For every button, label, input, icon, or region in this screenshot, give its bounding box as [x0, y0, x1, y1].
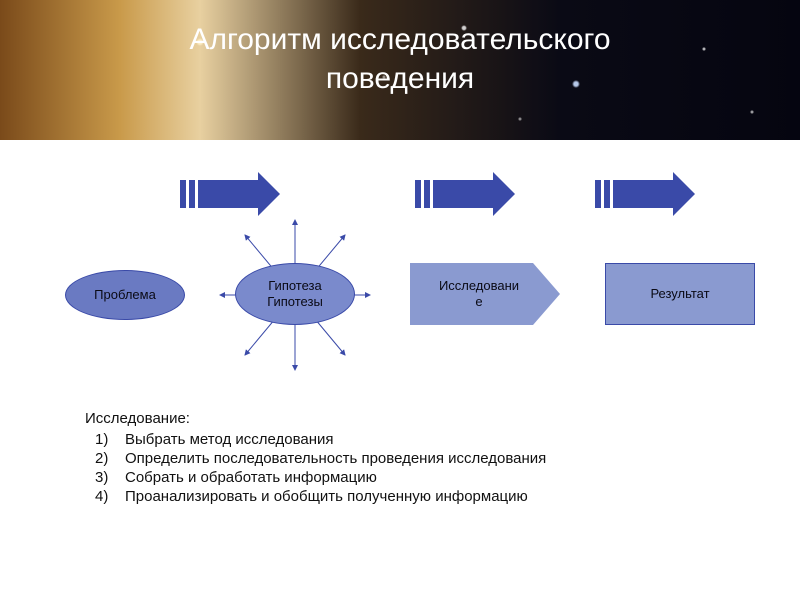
slide-title: Алгоритм исследовательскогоповедения	[0, 20, 800, 98]
node-hypothesis: ГипотезаГипотезы	[235, 263, 355, 325]
node-research-label: Исследование	[439, 278, 519, 309]
flow-arrow-3	[595, 180, 673, 208]
node-problem-label: Проблема	[94, 287, 156, 303]
list-item: Собрать и обработать информацию	[85, 469, 546, 486]
list-item: Выбрать метод исследования	[85, 431, 546, 448]
flow-arrow-2	[415, 180, 493, 208]
node-problem: Проблема	[65, 270, 185, 320]
header-banner: Алгоритм исследовательскогоповедения	[0, 0, 800, 140]
flow-arrow-1: .arrow-body::after{border-left:22px soli…	[180, 180, 258, 208]
list-item: Проанализировать и обобщить полученную и…	[85, 488, 546, 505]
list-item: Определить последовательность проведения…	[85, 450, 546, 467]
node-result-label: Результат	[650, 286, 709, 302]
node-hypothesis-label: ГипотезаГипотезы	[267, 278, 323, 309]
research-list: Выбрать метод исследования Определить по…	[85, 431, 546, 505]
node-result: Результат	[605, 263, 755, 325]
research-section: Исследование: Выбрать метод исследования…	[85, 410, 546, 507]
research-title: Исследование:	[85, 410, 546, 427]
node-research: Исследование	[410, 263, 560, 325]
flow-diagram: .arrow-body::after{border-left:22px soli…	[0, 175, 800, 375]
